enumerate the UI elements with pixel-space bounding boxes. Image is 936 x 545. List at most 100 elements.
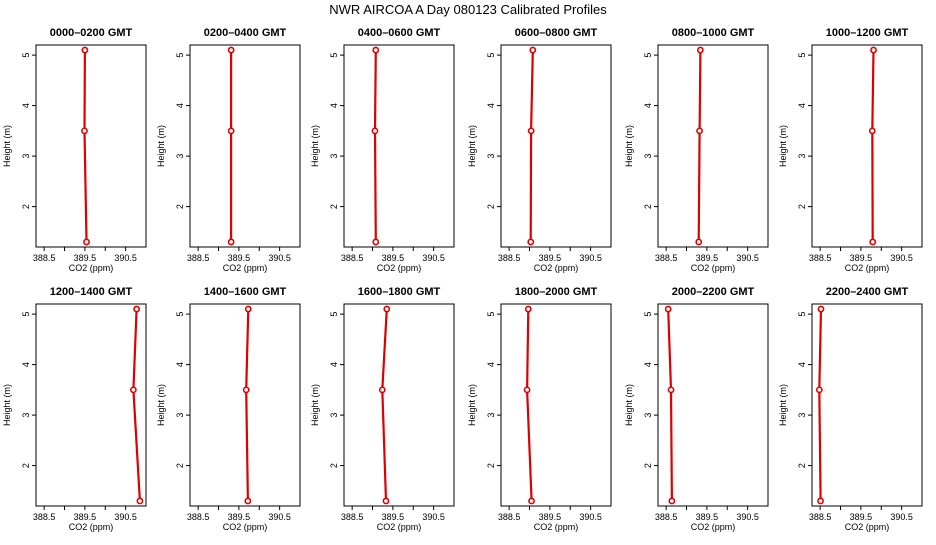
y-tick-label: 2 xyxy=(329,463,339,468)
y-axis-label: Height (m) xyxy=(778,125,788,167)
data-point xyxy=(667,386,675,394)
x-tick-label: 389.5 xyxy=(696,512,719,522)
y-axis-label: Height (m) xyxy=(467,125,477,167)
y-axis-label: Height (m) xyxy=(778,384,788,426)
data-point xyxy=(244,497,252,505)
x-tick-label: 388.5 xyxy=(655,512,678,522)
panel-1: 0000–0200 GMT 388.5 389.5 390.5 2 3 4 5 CO2 (ppm… xyxy=(2,27,147,273)
data-point xyxy=(372,238,380,246)
plot-frame xyxy=(657,44,769,248)
y-tick-label: 5 xyxy=(21,53,31,58)
data-point xyxy=(696,46,704,54)
panel-11: 2000–2200 GMT 388.5 389.5 390.5 2 3 4 5 CO2 (ppm… xyxy=(624,286,769,532)
panel-5: 0800–1000 GMT 388.5 389.5 390.5 2 3 4 5 CO2 (ppm… xyxy=(624,27,769,273)
data-point xyxy=(664,305,672,313)
y-tick-label: 3 xyxy=(797,413,807,418)
x-axis-label: CO2 (ppm) xyxy=(377,522,422,532)
x-tick-label: 390.5 xyxy=(890,512,913,522)
x-axis-label: CO2 (ppm) xyxy=(534,522,579,532)
x-tick-label: 390.5 xyxy=(579,253,602,263)
data-point xyxy=(869,238,877,246)
x-tick-label: 388.5 xyxy=(341,512,364,522)
y-tick-label: 2 xyxy=(21,204,31,209)
data-point xyxy=(817,497,824,505)
y-tick-label: 2 xyxy=(643,463,653,468)
profile-line xyxy=(83,50,88,242)
profile-line xyxy=(871,50,875,242)
x-axis-label: CO2 (ppm) xyxy=(845,522,890,532)
x-tick-label: 389.5 xyxy=(539,512,562,522)
profile-line xyxy=(373,50,377,242)
panel-3: 0400–0600 GMT 388.5 389.5 390.5 2 3 4 5 CO2 (ppm… xyxy=(310,27,455,273)
data-point xyxy=(136,497,144,505)
panel-title: 1800–2000 GMT xyxy=(515,286,598,298)
y-tick-label: 2 xyxy=(175,204,185,209)
x-tick-label: 388.5 xyxy=(187,253,210,263)
data-point xyxy=(372,46,380,54)
y-tick-label: 5 xyxy=(643,53,653,58)
y-tick-label: 5 xyxy=(486,53,496,58)
data-point xyxy=(133,305,141,313)
y-tick-label: 5 xyxy=(797,53,807,58)
y-tick-label: 5 xyxy=(175,312,185,317)
y-tick-label: 2 xyxy=(486,463,496,468)
x-tick-label: 390.5 xyxy=(268,253,291,263)
data-point xyxy=(529,46,537,54)
plot-frame xyxy=(343,44,455,248)
x-axis-label: CO2 (ppm) xyxy=(534,263,579,273)
panel-title: 0200–0400 GMT xyxy=(204,27,287,39)
y-tick-label: 4 xyxy=(643,103,653,108)
panel-title: 0600–0800 GMT xyxy=(515,27,598,39)
x-tick-label: 390.5 xyxy=(268,512,291,522)
x-tick-label: 390.5 xyxy=(890,253,913,263)
panel-9: 1600–1800 GMT 388.5 389.5 390.5 2 3 4 5 CO2 (ppm… xyxy=(310,286,455,532)
x-tick-label: 388.5 xyxy=(809,512,832,522)
y-tick-label: 3 xyxy=(175,413,185,418)
panel-title: 0400–0600 GMT xyxy=(358,27,441,39)
x-tick-label: 388.5 xyxy=(655,253,678,263)
data-point xyxy=(668,497,676,505)
y-axis-label: Height (m) xyxy=(156,125,166,167)
plot-frame xyxy=(35,303,147,507)
x-tick-label: 389.5 xyxy=(382,512,405,522)
x-tick-label: 389.5 xyxy=(382,253,405,263)
panel-title: 1400–1600 GMT xyxy=(204,286,287,298)
plot-frame xyxy=(657,303,769,507)
plot-frame xyxy=(189,303,301,507)
y-tick-label: 2 xyxy=(21,463,31,468)
x-tick-label: 388.5 xyxy=(33,253,56,263)
data-point xyxy=(382,497,390,505)
data-point xyxy=(83,238,90,246)
data-point xyxy=(528,497,535,505)
x-axis-label: CO2 (ppm) xyxy=(845,263,890,273)
plot-frame xyxy=(500,44,612,248)
data-point xyxy=(817,305,825,313)
x-axis-label: CO2 (ppm) xyxy=(691,263,736,273)
data-point xyxy=(527,238,535,246)
y-tick-label: 2 xyxy=(643,204,653,209)
data-point xyxy=(815,386,823,394)
x-tick-label: 388.5 xyxy=(33,512,56,522)
x-tick-label: 389.5 xyxy=(696,253,719,263)
y-tick-label: 4 xyxy=(486,362,496,367)
panel-title: 1000–1200 GMT xyxy=(826,27,909,39)
x-tick-label: 388.5 xyxy=(187,512,210,522)
panel-10: 1800–2000 GMT 388.5 389.5 390.5 2 3 4 5 CO2 (ppm… xyxy=(467,286,612,532)
x-axis-label: CO2 (ppm) xyxy=(223,263,268,273)
plot-frame xyxy=(189,44,301,248)
plot-frame xyxy=(343,303,455,507)
x-axis-label: CO2 (ppm) xyxy=(69,263,114,273)
y-tick-label: 4 xyxy=(329,103,339,108)
profile-line xyxy=(667,309,673,501)
panel-7: 1200–1400 GMT 388.5 389.5 390.5 2 3 4 5 CO2 (ppm… xyxy=(2,286,147,532)
x-axis-label: CO2 (ppm) xyxy=(223,522,268,532)
panel-title: 0000–0200 GMT xyxy=(50,27,133,39)
data-point xyxy=(227,127,235,135)
y-tick-label: 4 xyxy=(797,103,807,108)
panel-title: 1600–1800 GMT xyxy=(358,286,441,298)
data-point xyxy=(527,127,535,135)
x-axis-label: CO2 (ppm) xyxy=(69,522,114,532)
data-point xyxy=(129,386,137,394)
